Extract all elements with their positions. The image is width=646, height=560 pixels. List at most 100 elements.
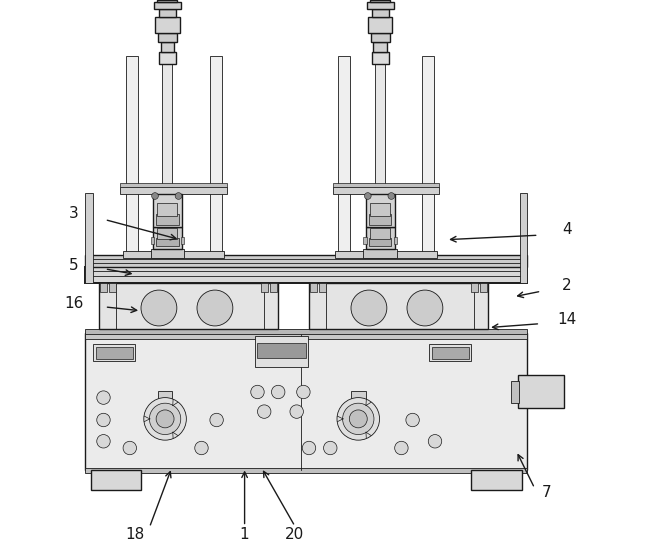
Bar	[271, 283, 277, 292]
Circle shape	[97, 391, 110, 404]
Bar	[370, 228, 390, 239]
Circle shape	[149, 403, 181, 435]
Bar	[156, 238, 178, 246]
Bar	[159, 52, 176, 64]
Bar	[94, 344, 136, 361]
Bar	[257, 343, 306, 358]
Text: 2: 2	[562, 278, 572, 293]
Bar	[181, 237, 184, 244]
Bar	[157, 0, 178, 2]
Bar	[161, 42, 174, 52]
Circle shape	[290, 405, 304, 418]
Bar	[85, 333, 527, 470]
Circle shape	[324, 441, 337, 455]
Bar	[375, 64, 385, 255]
Text: 1: 1	[240, 528, 249, 542]
Circle shape	[337, 398, 380, 440]
Circle shape	[251, 385, 264, 399]
Bar	[158, 33, 177, 42]
Circle shape	[395, 441, 408, 455]
Circle shape	[349, 410, 367, 428]
Circle shape	[156, 410, 174, 428]
Text: 7: 7	[542, 486, 552, 500]
Bar	[369, 238, 391, 246]
Circle shape	[351, 290, 387, 326]
Bar	[156, 214, 178, 225]
Circle shape	[364, 193, 371, 199]
Bar	[370, 0, 390, 2]
Bar	[319, 283, 326, 292]
Bar	[85, 267, 527, 283]
Text: 18: 18	[126, 528, 145, 542]
Bar	[472, 283, 478, 292]
Bar	[393, 237, 397, 244]
Circle shape	[194, 441, 208, 455]
Bar	[120, 183, 227, 187]
Bar	[85, 255, 527, 267]
Bar	[432, 347, 469, 359]
Bar	[369, 214, 391, 225]
Circle shape	[152, 193, 158, 199]
Bar	[363, 249, 397, 258]
Bar	[85, 468, 527, 473]
Text: 3: 3	[69, 207, 79, 221]
Circle shape	[271, 385, 285, 399]
Bar	[123, 251, 224, 258]
Circle shape	[144, 398, 186, 440]
Circle shape	[407, 290, 443, 326]
Bar	[85, 333, 527, 339]
Circle shape	[175, 193, 182, 199]
Text: 16: 16	[64, 296, 83, 311]
Bar	[422, 56, 435, 255]
Bar	[363, 237, 367, 244]
Bar	[162, 64, 172, 255]
Bar	[109, 283, 116, 292]
Bar	[368, 17, 392, 33]
Bar	[154, 2, 181, 9]
Bar	[371, 52, 388, 64]
Bar	[155, 17, 180, 33]
Bar	[85, 329, 527, 334]
Bar	[518, 375, 564, 408]
Circle shape	[210, 413, 224, 427]
Bar	[100, 283, 107, 292]
Bar	[310, 283, 317, 292]
Bar	[157, 203, 178, 216]
Bar	[152, 194, 182, 227]
Bar	[371, 33, 390, 42]
Circle shape	[428, 435, 442, 448]
Circle shape	[258, 405, 271, 418]
Bar	[333, 187, 439, 194]
Bar	[333, 183, 439, 187]
Bar	[511, 381, 519, 403]
Text: 4: 4	[562, 222, 572, 237]
Bar	[371, 9, 388, 17]
Bar	[151, 237, 154, 244]
Text: 5: 5	[69, 259, 79, 273]
Bar	[373, 42, 387, 52]
Bar	[120, 187, 227, 194]
Bar	[519, 193, 527, 283]
Circle shape	[97, 413, 110, 427]
Circle shape	[197, 290, 233, 326]
Circle shape	[97, 435, 110, 448]
Text: 20: 20	[286, 528, 305, 542]
Circle shape	[342, 403, 374, 435]
Circle shape	[297, 385, 310, 399]
Bar	[85, 193, 93, 283]
Bar	[335, 251, 437, 258]
Circle shape	[141, 290, 177, 326]
Bar	[472, 470, 522, 490]
Bar	[366, 194, 395, 227]
Circle shape	[123, 441, 136, 455]
Bar	[481, 283, 487, 292]
Bar	[99, 283, 278, 329]
Bar	[90, 470, 141, 490]
Bar	[158, 391, 172, 402]
Bar	[309, 283, 488, 329]
Bar	[96, 347, 133, 359]
Bar	[126, 56, 138, 255]
Bar	[338, 56, 350, 255]
Bar	[370, 203, 390, 216]
Bar	[262, 283, 268, 292]
